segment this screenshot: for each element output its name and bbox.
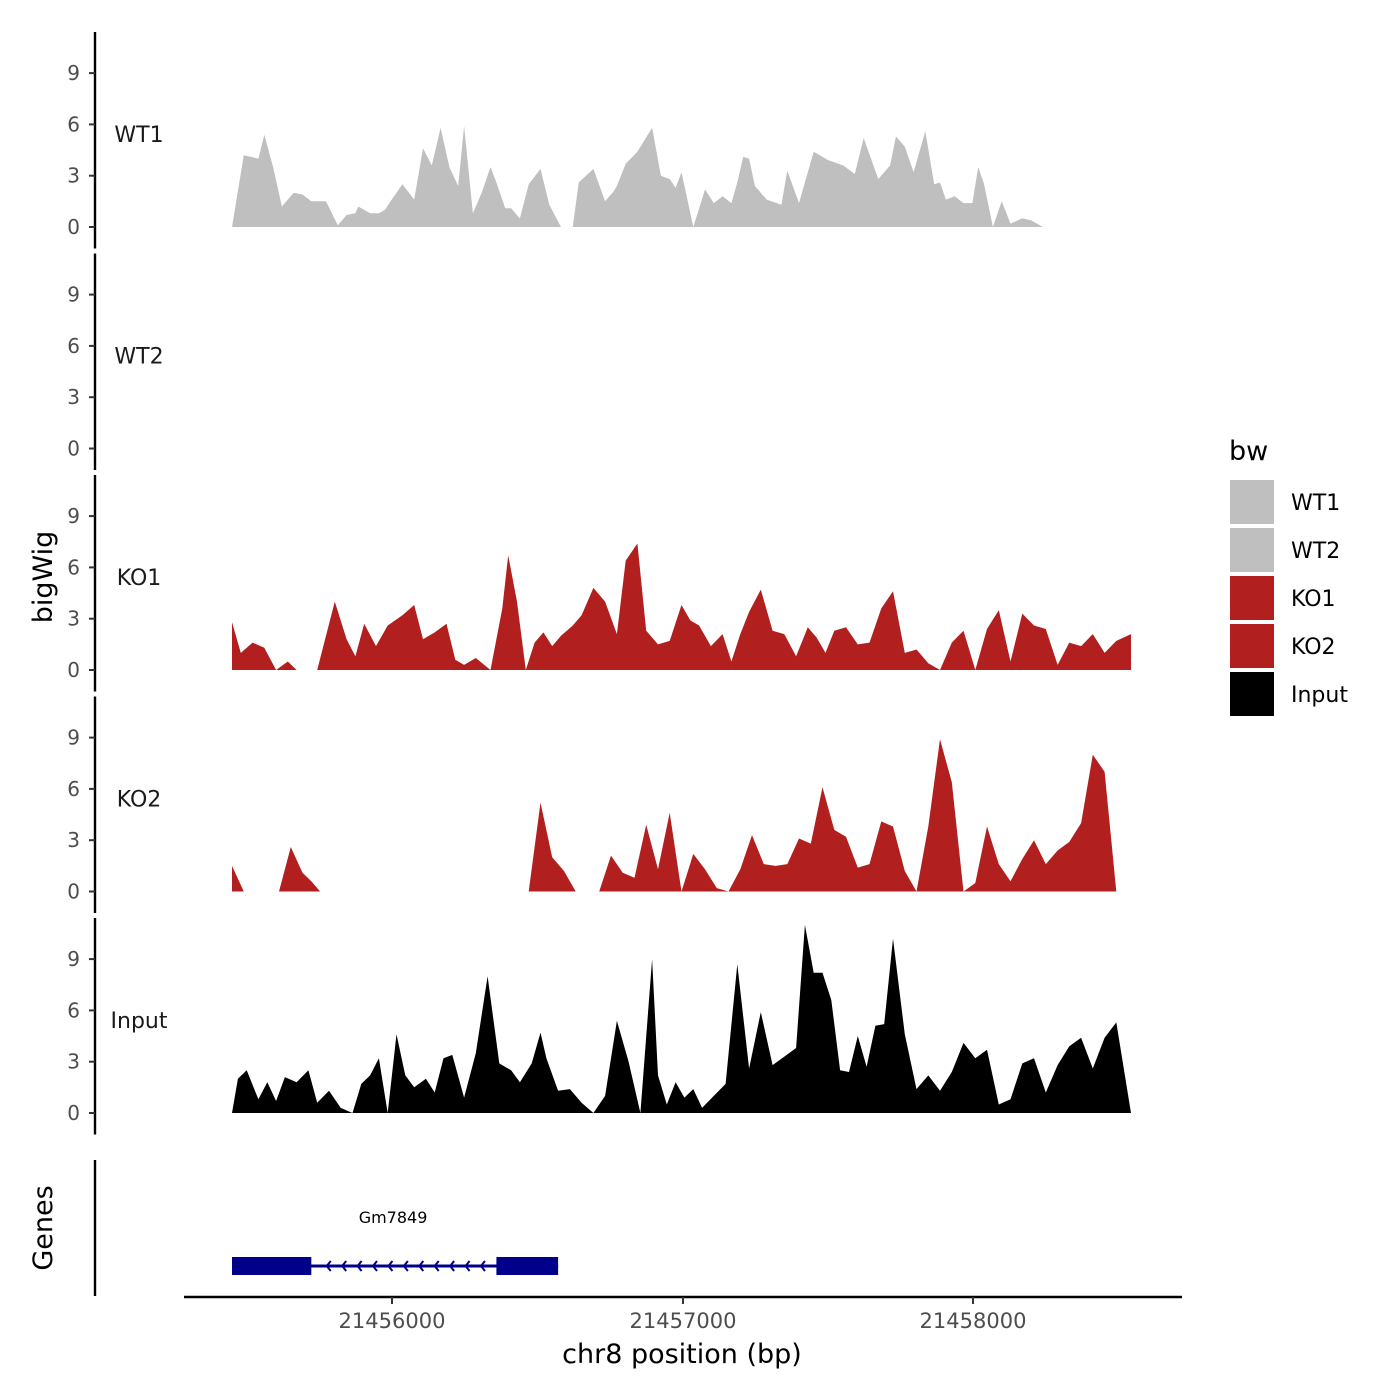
strand-arrow bbox=[402, 1260, 409, 1272]
legend-label: WT2 bbox=[1291, 539, 1340, 564]
y-tick-label: 0 bbox=[67, 1101, 80, 1125]
legend-item-ko1: KO1 bbox=[1230, 576, 1336, 620]
legend-item-input: Input bbox=[1230, 672, 1348, 716]
track-ko1: 0 3 6 9 KO1 bbox=[67, 475, 1131, 692]
y-axis-label: bigWig bbox=[28, 531, 59, 624]
track-label: WT2 bbox=[114, 345, 163, 370]
legend-label: Input bbox=[1291, 683, 1348, 708]
legend-swatch bbox=[1230, 528, 1274, 572]
y-tick-label: 9 bbox=[67, 283, 80, 307]
gene-name-label: Gm7849 bbox=[359, 1208, 428, 1227]
legend-swatch bbox=[1230, 624, 1274, 668]
strand-arrow bbox=[340, 1260, 347, 1272]
y-tick-label: 3 bbox=[67, 607, 80, 631]
y-tick-label: 6 bbox=[67, 334, 80, 358]
coverage-area-input bbox=[232, 924, 1131, 1113]
y-tick-label: 3 bbox=[67, 385, 80, 409]
x-tick-label: 21458000 bbox=[920, 1309, 1027, 1333]
y-tick-label: 0 bbox=[67, 880, 80, 904]
y-tick-label: 9 bbox=[67, 726, 80, 750]
legend-swatch bbox=[1230, 480, 1274, 524]
genes-panel: Gm7849 bbox=[93, 1160, 559, 1296]
y-tick-label: 6 bbox=[67, 777, 80, 801]
track-label: Input bbox=[111, 1009, 168, 1034]
gene-exon bbox=[232, 1257, 312, 1275]
legend-swatch bbox=[1230, 576, 1274, 620]
y-tick-label: 6 bbox=[67, 112, 80, 136]
track-label: KO1 bbox=[117, 566, 162, 591]
y-tick-label: 9 bbox=[67, 947, 80, 971]
track-wt1: 0 3 6 9 WT1 bbox=[67, 32, 1131, 249]
bigwig-tracks: 0 3 6 9 WT1 0 3 6 9 WT2 0 3 6 9 KO1 0 3 6 9 KO2 0 3 6 9 Input bbox=[67, 32, 1131, 1135]
strand-arrow bbox=[448, 1260, 455, 1272]
y-tick-label: 9 bbox=[67, 504, 80, 528]
coverage-area-wt1 bbox=[232, 126, 1131, 227]
genes-axis-label: Genes bbox=[28, 1185, 59, 1270]
y-tick-label: 6 bbox=[67, 998, 80, 1022]
x-tick-label: 21457000 bbox=[630, 1309, 737, 1333]
strand-arrow bbox=[325, 1260, 332, 1272]
track-input: 0 3 6 9 Input bbox=[67, 918, 1131, 1135]
x-axis-label: chr8 position (bp) bbox=[562, 1339, 802, 1370]
coverage-area-ko1 bbox=[232, 543, 1131, 670]
track-ko2: 0 3 6 9 KO2 bbox=[67, 696, 1131, 913]
coverage-area-ko2 bbox=[232, 739, 1131, 892]
gene-exon bbox=[496, 1257, 559, 1275]
legend-label: KO2 bbox=[1291, 635, 1336, 660]
y-tick-label: 9 bbox=[67, 61, 80, 85]
legend-label: WT1 bbox=[1291, 491, 1340, 516]
strand-arrow bbox=[479, 1260, 486, 1272]
y-tick-label: 3 bbox=[67, 164, 80, 188]
strand-arrow bbox=[356, 1260, 363, 1272]
legend-swatch bbox=[1230, 672, 1274, 716]
track-wt2: 0 3 6 9 WT2 bbox=[67, 253, 164, 470]
strand-arrow bbox=[387, 1260, 394, 1272]
legend: bw WT1 WT2 KO1 KO2 Input bbox=[1229, 436, 1348, 716]
x-axis: 21456000 21457000 21458000 bbox=[184, 1295, 1182, 1333]
y-tick-label: 0 bbox=[67, 215, 80, 239]
track-label: KO2 bbox=[117, 788, 162, 813]
gene-gm7849: Gm7849 bbox=[232, 1208, 559, 1275]
y-tick-label: 3 bbox=[67, 1050, 80, 1074]
y-tick-label: 6 bbox=[67, 555, 80, 579]
strand-arrow bbox=[433, 1260, 440, 1272]
legend-label: KO1 bbox=[1291, 587, 1336, 612]
strand-arrow bbox=[418, 1260, 425, 1272]
y-tick-label: 0 bbox=[67, 437, 80, 461]
y-tick-label: 0 bbox=[67, 658, 80, 682]
strand-arrow bbox=[371, 1260, 378, 1272]
legend-item-wt2: WT2 bbox=[1230, 528, 1340, 572]
y-tick-label: 3 bbox=[67, 828, 80, 852]
legend-title: bw bbox=[1229, 436, 1268, 467]
strand-arrow bbox=[464, 1260, 471, 1272]
legend-item-wt1: WT1 bbox=[1230, 480, 1340, 524]
x-tick-label: 21456000 bbox=[339, 1309, 446, 1333]
legend-item-ko2: KO2 bbox=[1230, 624, 1336, 668]
track-label: WT1 bbox=[114, 123, 163, 148]
